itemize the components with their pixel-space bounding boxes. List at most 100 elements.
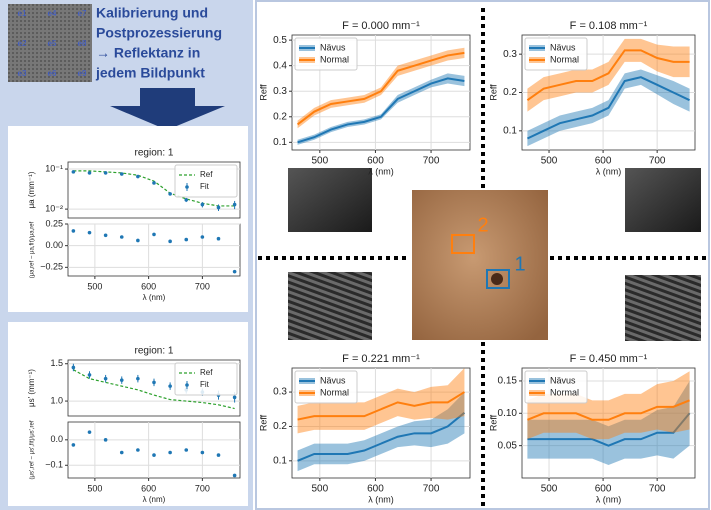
x-tick-label: 700 (649, 156, 666, 167)
data-point (72, 170, 76, 174)
legend-swatch (185, 185, 189, 189)
y-tick-label: 0.0 (50, 434, 63, 444)
pattern-image (288, 168, 372, 232)
y-tick-label: 0.15 (498, 376, 518, 387)
x-tick-label: 500 (311, 484, 328, 495)
data-point (120, 378, 124, 382)
y-tick-label: 0.3 (273, 387, 287, 398)
data-point (72, 443, 76, 447)
header-line: → Reflektanz in (96, 45, 200, 61)
thumbnail-label: e1 (18, 9, 27, 18)
pattern-image (288, 272, 372, 340)
nevus (491, 273, 503, 285)
y-tick-label: 0.05 (498, 440, 518, 451)
skin-image (412, 190, 548, 340)
y-tick-label: 0.3 (503, 49, 517, 60)
y-tick-label: 0.4 (273, 60, 287, 71)
data-point (168, 192, 172, 196)
data-point (168, 451, 172, 455)
header-line: Kalibrierung und (96, 5, 208, 21)
data-point (184, 238, 188, 242)
data-point (184, 448, 188, 452)
y-axis-label: Reff (258, 414, 268, 431)
x-tick-label: 600 (367, 484, 384, 495)
data-point (201, 451, 205, 455)
header-line: Postprozessierung (96, 25, 222, 41)
x-tick-label: 700 (423, 156, 440, 167)
y-tick-label: 0.5 (273, 35, 287, 46)
data-point (88, 231, 92, 235)
data-point (201, 235, 205, 239)
thumbnail-label: e4 (48, 9, 57, 18)
thumbnail-label: e3 (18, 69, 27, 78)
y-axis-label: Reff (488, 84, 498, 101)
legend-label: Fit (200, 380, 210, 389)
y-axis-label: (μa,ref − μa,fit)/μa,ref (30, 221, 36, 278)
data-point (201, 203, 205, 207)
legend-label: Ref (200, 170, 213, 179)
y-tick-label: 1.0 (50, 395, 63, 405)
legend-label: Ref (200, 368, 213, 377)
header-line: jedem Bildpunkt (95, 65, 205, 81)
x-tick-label: 500 (541, 156, 558, 167)
x-tick-label: 700 (649, 484, 666, 495)
x-tick-label: 600 (141, 281, 156, 291)
legend-label: Normal (550, 54, 579, 64)
data-point (104, 377, 108, 381)
legend-label: Nävus (320, 42, 346, 52)
data-point (168, 240, 172, 244)
data-point (104, 233, 108, 237)
plot-area (68, 422, 240, 478)
data-point (152, 181, 156, 185)
x-tick-label: 500 (311, 156, 328, 167)
chart-title: F = 0.108 mm⁻¹ (570, 20, 648, 32)
x-axis-label: λ (nm) (143, 495, 166, 504)
x-tick-label: 700 (195, 281, 210, 291)
chart-title: F = 0.000 mm⁻¹ (342, 20, 420, 32)
x-tick-label: 600 (141, 483, 156, 493)
y-tick-label: 0.1 (273, 455, 287, 466)
data-point (72, 229, 76, 233)
data-point (136, 377, 140, 381)
data-point (72, 366, 76, 370)
figure: e1e4e7e2e5e8e3e6e9 Kalibrierung undPostp… (0, 0, 711, 510)
y-tick-label: 0.2 (273, 111, 287, 122)
data-point (217, 206, 221, 210)
y-tick-label: 10⁻¹ (45, 163, 63, 173)
data-point (104, 171, 108, 175)
data-point (152, 381, 156, 385)
x-tick-label: 500 (87, 483, 102, 493)
y-axis-label: Reff (258, 84, 268, 101)
y-axis-label: μs' (mm⁻¹) (27, 369, 36, 407)
pattern-image (625, 275, 701, 341)
data-point (120, 451, 124, 455)
y-axis-label: μa (mm⁻¹) (27, 171, 36, 208)
thumbnail-label: e9 (78, 69, 87, 78)
chart-title: F = 0.221 mm⁻¹ (342, 353, 420, 365)
y-tick-label: 0.10 (498, 408, 518, 419)
x-tick-label: 500 (87, 281, 102, 291)
thumbnail-label: e7 (78, 9, 87, 18)
data-point (136, 448, 140, 452)
x-axis-label: λ (nm) (596, 494, 622, 504)
y-tick-label: −0.25 (40, 262, 63, 272)
y-axis-label: Reff (488, 414, 498, 431)
legend-label: Normal (320, 387, 349, 397)
data-point (152, 233, 156, 237)
y-tick-label: 0.00 (45, 240, 63, 250)
data-point (88, 373, 92, 377)
data-point (136, 239, 140, 243)
x-tick-label: 600 (367, 156, 384, 167)
data-point (233, 474, 237, 478)
legend-swatch (185, 383, 189, 387)
data-point (120, 172, 124, 176)
y-tick-label: −0.1 (45, 460, 63, 470)
data-point (168, 384, 172, 388)
fit-panel (8, 126, 248, 312)
data-point (136, 175, 140, 179)
data-point (184, 198, 188, 202)
y-tick-label: 0.2 (503, 87, 517, 98)
data-point (233, 396, 237, 400)
y-tick-label: 0.3 (273, 86, 287, 97)
data-point (88, 430, 92, 434)
